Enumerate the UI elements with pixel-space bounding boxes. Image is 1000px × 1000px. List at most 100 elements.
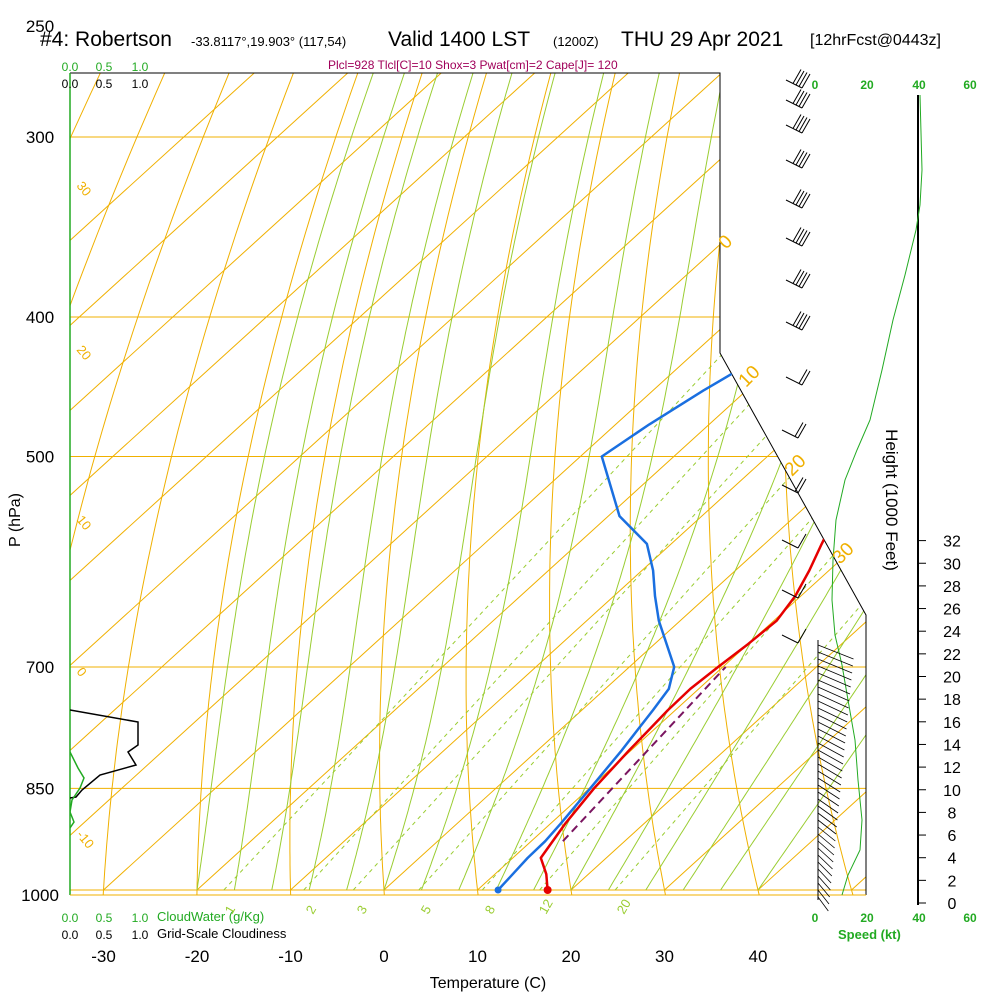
height-tick-label: 0 — [948, 896, 957, 913]
wind-barb-staff — [817, 679, 851, 695]
wind-barb-staff — [817, 896, 829, 912]
wind-barb — [817, 791, 840, 807]
isotherm-line — [70, 73, 777, 891]
temperature-tick-label: 10 — [468, 947, 487, 966]
mixing-ratio-label: 12 — [536, 896, 556, 916]
wind-barb — [817, 679, 851, 695]
wind-barb-staff — [817, 714, 847, 730]
wind-barb-staff — [817, 749, 844, 765]
isotherm-line — [196, 73, 866, 891]
dry-adiabat-line — [70, 73, 138, 895]
wind-barb — [785, 89, 811, 109]
wind-barb — [817, 686, 850, 702]
isotherm-line — [103, 73, 866, 891]
dry-adiabat-line — [379, 73, 511, 895]
parcel-curve — [562, 666, 727, 842]
moist-adiabat-line — [420, 73, 618, 891]
temperature-tick-label: -20 — [185, 947, 210, 966]
wind-barb-staff — [817, 728, 846, 744]
wind-barb-staff — [817, 861, 833, 877]
height-axis-label: Height (1000 Feet) — [882, 429, 901, 571]
wind-barb-staff — [817, 882, 831, 898]
wind-barb — [817, 798, 839, 814]
station-coords: -33.8117°,19.903° (117,54) — [191, 34, 347, 49]
wind-barb — [785, 269, 811, 289]
wind-barb-staff — [817, 672, 851, 688]
wind-barb — [817, 658, 853, 674]
cloud-water-top-tick: 0.0 — [62, 60, 79, 74]
cloudiness-top-tick: 0.5 — [96, 77, 113, 91]
isotherm-line — [70, 73, 403, 891]
wind-barb — [817, 665, 852, 681]
isotherm-line — [70, 73, 497, 891]
cloud-water-bottom-tick: 0.5 — [96, 911, 113, 925]
speed-bottom-tick: 60 — [963, 911, 977, 925]
height-tick-label: 4 — [948, 851, 957, 868]
cloudiness-bottom-tick: 0.0 — [62, 928, 79, 942]
wind-barb — [817, 742, 844, 758]
wind-barb-flag — [801, 370, 811, 386]
mixing-ratio-line — [352, 316, 866, 891]
wind-barb-flag — [797, 628, 807, 644]
wind-barb-staff — [817, 707, 848, 723]
moist-adiabat-line — [495, 73, 735, 891]
wind-barb-flag — [795, 115, 805, 131]
speed-top-tick: 0 — [812, 78, 819, 92]
wind-barb-staff — [817, 693, 849, 709]
wind-barb — [817, 644, 854, 660]
wind-barb-staff — [817, 805, 838, 821]
height-tick-label: 14 — [943, 737, 961, 754]
wind-speed-label: Speed (kt) — [838, 927, 901, 942]
height-tick-label: 26 — [943, 602, 961, 619]
wind-barb-flag — [801, 118, 811, 134]
isotherm-line — [70, 73, 866, 891]
wind-barb — [817, 714, 847, 730]
wind-barb — [785, 311, 811, 331]
wind-barb-flag — [792, 69, 802, 84]
wind-barb — [785, 114, 811, 134]
sounding-parameters: Plcl=928 Tlcl[C]=10 Shox=3 Pwat[cm]=2 Ca… — [328, 58, 618, 72]
mixing-ratio-line — [539, 316, 866, 891]
cloud-water-profile — [70, 751, 85, 829]
wind-barb — [817, 707, 848, 723]
wind-barb-staff — [817, 721, 846, 737]
wind-barb-staff — [817, 819, 837, 835]
forecast-date: THU 29 Apr 2021 — [621, 28, 784, 51]
isotherm-line — [70, 73, 590, 891]
height-tick-label: 18 — [943, 692, 961, 709]
moist-adiabat-line — [645, 73, 866, 891]
cloudiness-bottom-tick: 1.0 — [132, 928, 149, 942]
wind-barb-flag — [795, 270, 805, 286]
speed-bottom-tick: 0 — [812, 911, 819, 925]
dry-adiabat-line — [289, 73, 449, 895]
wind-barb-staff — [817, 798, 839, 814]
wind-barb-staff — [817, 658, 853, 674]
wind-barb — [785, 369, 811, 386]
height-tick-label: 8 — [948, 805, 957, 822]
station-name: #4: Robertson — [40, 28, 172, 51]
cloud-water-top-tick: 0.5 — [96, 60, 113, 74]
moist-adiabat-line — [271, 73, 455, 891]
wind-barb — [817, 763, 842, 779]
speed-bottom-tick: 20 — [860, 911, 874, 925]
cloudiness-top-tick: 0.0 — [62, 77, 79, 91]
wind-barb-staff — [817, 763, 842, 779]
wind-barb-flag — [792, 114, 802, 129]
wind-barb — [817, 721, 846, 737]
wind-barb-flag — [797, 423, 807, 439]
isotherm-line — [664, 73, 866, 891]
cloudiness-bottom-tick: 0.5 — [96, 928, 113, 942]
mixing-ratio-line — [418, 316, 866, 891]
dry-adiabat-line — [101, 73, 324, 895]
dry-adiabat-label: 20 — [74, 342, 95, 363]
dry-adiabat-line — [196, 73, 386, 895]
wind-speed-profile — [831, 94, 923, 896]
isotherm-line — [290, 73, 866, 891]
x-axis-label: Temperature (C) — [430, 975, 546, 992]
pressure-tick-label: 500 — [26, 448, 54, 467]
wind-barb-flag — [795, 70, 805, 86]
moist-adiabat-line — [720, 73, 866, 891]
wind-barb-flag — [792, 311, 802, 326]
